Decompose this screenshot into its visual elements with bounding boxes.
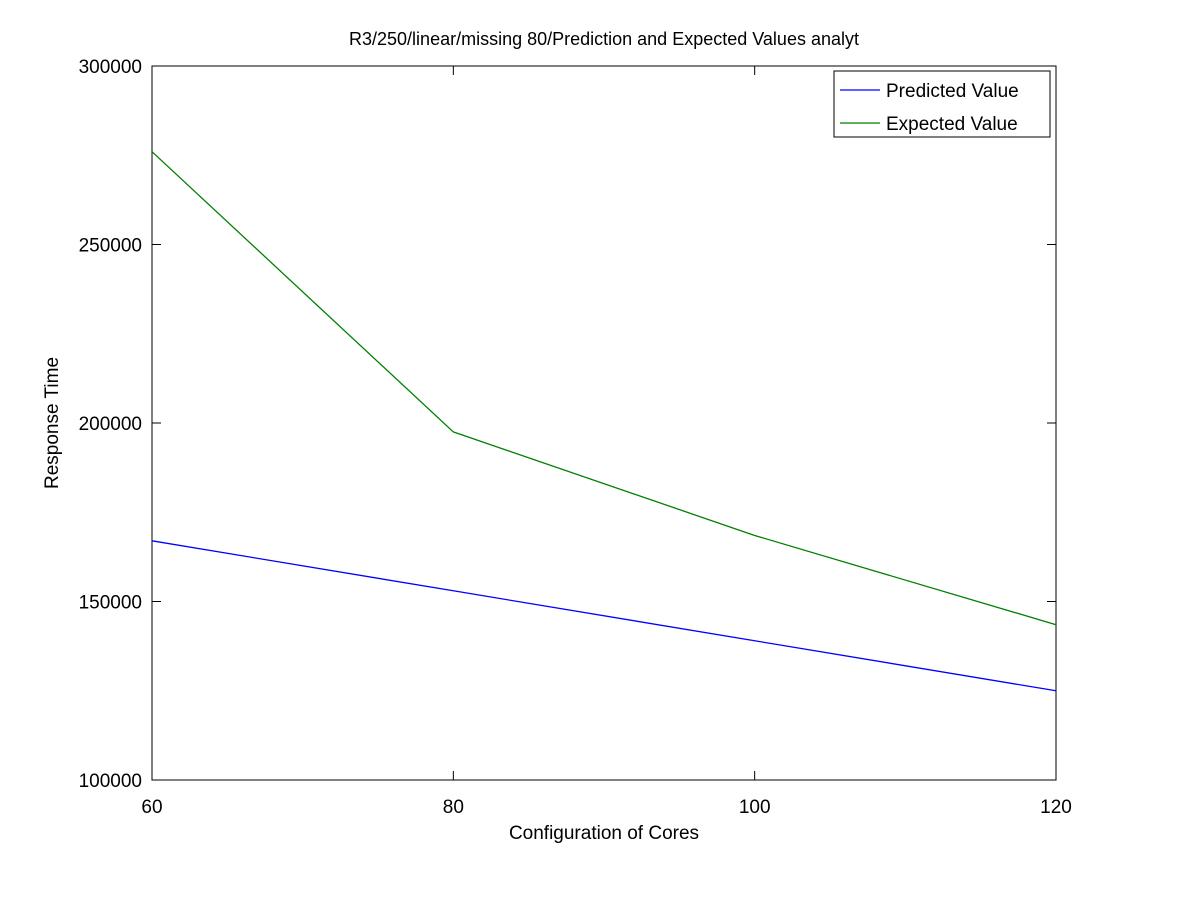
y-tick-label: 150000 [79, 593, 142, 614]
y-axis-title: Response Time [42, 357, 63, 489]
x-axis-title: Configuration of Cores [509, 823, 699, 844]
y-tick-label: 100000 [79, 771, 142, 792]
legend: Predicted Value Expected Value [833, 70, 1051, 138]
legend-label: Predicted Value [886, 81, 1019, 102]
x-tick-label: 120 [1040, 797, 1072, 818]
x-tick-label: 60 [141, 797, 162, 818]
series-line-predicted-value [151, 540, 1057, 692]
x-tick-label: 100 [739, 797, 771, 818]
plot-area: 60 80 100 120 100000 150000 200000 250000 300000 [79, 57, 1072, 818]
chart-title: R3/250/linear/missing 80/Prediction and … [349, 29, 859, 49]
x-tick-label: 80 [443, 797, 464, 818]
y-tick-label: 250000 [79, 236, 142, 257]
series-line-expected-value [151, 151, 1057, 626]
axes-box [151, 65, 1057, 781]
y-tick-label: 200000 [79, 414, 142, 435]
y-tick-label: 300000 [79, 57, 142, 78]
legend-box [833, 70, 1051, 138]
legend-label: Expected Value [886, 114, 1018, 135]
